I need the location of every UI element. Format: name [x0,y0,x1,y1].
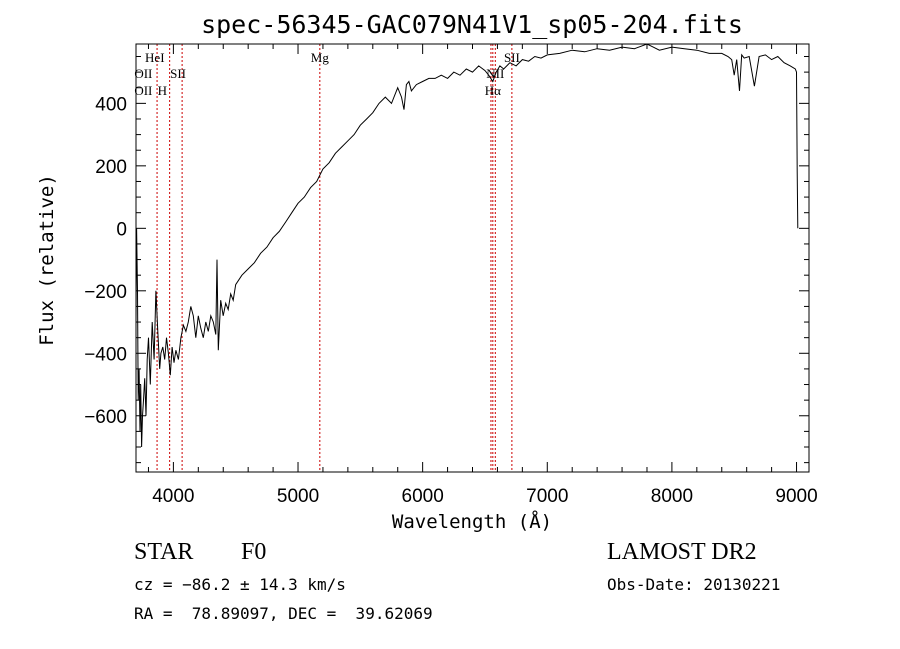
x-axis-label: Wavelength (Å) [392,510,552,533]
coordinates: RA = 78.89097, DEC = 39.62069 [134,604,433,623]
x-tick-label-0: 4000 [152,486,194,507]
survey-name: LAMOST DR2 [607,539,757,565]
redshift-velocity: cz = −86.2 ± 14.3 km/s [134,575,346,594]
x-tick-label-5: 9000 [775,486,817,507]
object-subclass: F0 [241,539,267,565]
axis-ticks: 4000 5000 6000 7000 8000 9000 −600 −400 −200 0 200… [84,44,818,507]
x-tick-label-4: 8000 [651,486,693,507]
object-class: STAR [134,539,194,565]
marker-label-0: HeI [145,50,165,65]
chart-title: spec-56345-GAC079N41V1_sp05-204.fits [201,10,743,39]
y-tick-label-2: −200 [84,282,127,303]
marker-label-8: SII [504,50,520,65]
y-tick-label-3: 0 [116,219,127,240]
y-tick-label-4: 200 [95,157,127,178]
marker-label-2: OII [134,83,152,98]
x-tick-label-3: 7000 [526,486,568,507]
x-tick-label-2: 6000 [402,486,444,507]
y-tick-label-5: 400 [95,94,127,115]
marker-label-5: Mg [311,50,330,65]
x-tick-label-1: 5000 [277,486,319,507]
plot-frame [135,43,810,473]
y-tick-label-1: −400 [84,344,127,365]
marker-label-1: OII [134,66,152,81]
y-axis-label: Flux (relative) [36,174,58,346]
marker-label-4: SII [170,66,186,81]
spectrum-line [135,43,799,448]
marker-label-3: H [158,83,167,98]
observation-date: Obs-Date: 20130221 [607,575,781,594]
y-tick-label-0: −600 [84,407,127,428]
marker-label-6: Hα [485,83,501,98]
